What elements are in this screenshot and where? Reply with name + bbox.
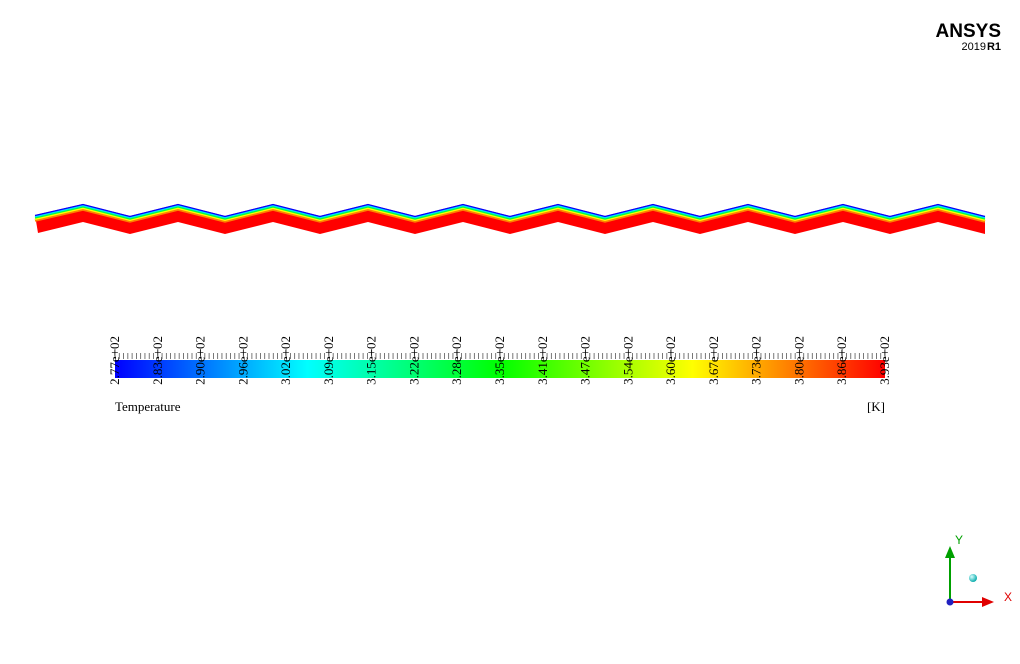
- colorbar-label: 3.67e+02: [706, 336, 721, 385]
- logo-brand: ANSYS: [936, 21, 1001, 42]
- colorbar-label: 3.80e+02: [791, 336, 806, 385]
- legend-unit: [K]: [867, 399, 885, 414]
- colorbar-label: 3.54e+02: [620, 336, 635, 385]
- logo-version: 2019: [962, 41, 986, 53]
- light-ball: [969, 574, 977, 582]
- y-arrow-head: [945, 546, 955, 558]
- temperature-layer: [34, 205, 986, 220]
- colorbar-label: 3.47e+02: [578, 336, 593, 385]
- colorbar-label: 3.22e+02: [406, 336, 421, 385]
- colorbar-label: 3.28e+02: [449, 336, 464, 385]
- logo-release: R1: [987, 41, 1001, 53]
- colorbar-label: 2.96e+02: [235, 336, 250, 385]
- colorbar-label: 3.86e+02: [834, 336, 849, 385]
- temperature-layer: [34, 203, 986, 218]
- colorbar-label: 3.35e+02: [492, 336, 507, 385]
- zigzag-geometry: [34, 203, 986, 234]
- colorbar-label: 3.02e+02: [278, 336, 293, 385]
- colorbar-label: 3.93e+02: [877, 336, 892, 385]
- temperature-layer: [34, 206, 986, 222]
- axis-triad: Y X: [945, 533, 1012, 607]
- x-arrow-head: [982, 597, 994, 607]
- colorbar-label: 3.09e+02: [321, 336, 336, 385]
- temperature-layer: [34, 204, 986, 219]
- y-axis-label: Y: [955, 533, 963, 547]
- temperature-layer: [34, 208, 986, 223]
- legend-title: Temperature: [115, 399, 181, 414]
- colorbar-label: 3.60e+02: [663, 336, 678, 385]
- colorbar-label: 3.15e+02: [364, 336, 379, 385]
- colorbar-label: 2.77e+02: [107, 336, 122, 385]
- z-origin: [946, 598, 954, 606]
- colorbar-label: 3.41e+02: [535, 336, 550, 385]
- colorbar-label: 2.83e+02: [150, 336, 165, 385]
- colorbar-ticks: 2.77e+02 2.83e+02 2.90e+02 2.96e+02 3.02e+02…: [107, 336, 892, 385]
- colorbar-label: 3.73e+02: [749, 336, 764, 385]
- x-axis-label: X: [1004, 590, 1012, 604]
- colorbar: [115, 360, 885, 378]
- colorbar-label: 2.90e+02: [193, 336, 208, 385]
